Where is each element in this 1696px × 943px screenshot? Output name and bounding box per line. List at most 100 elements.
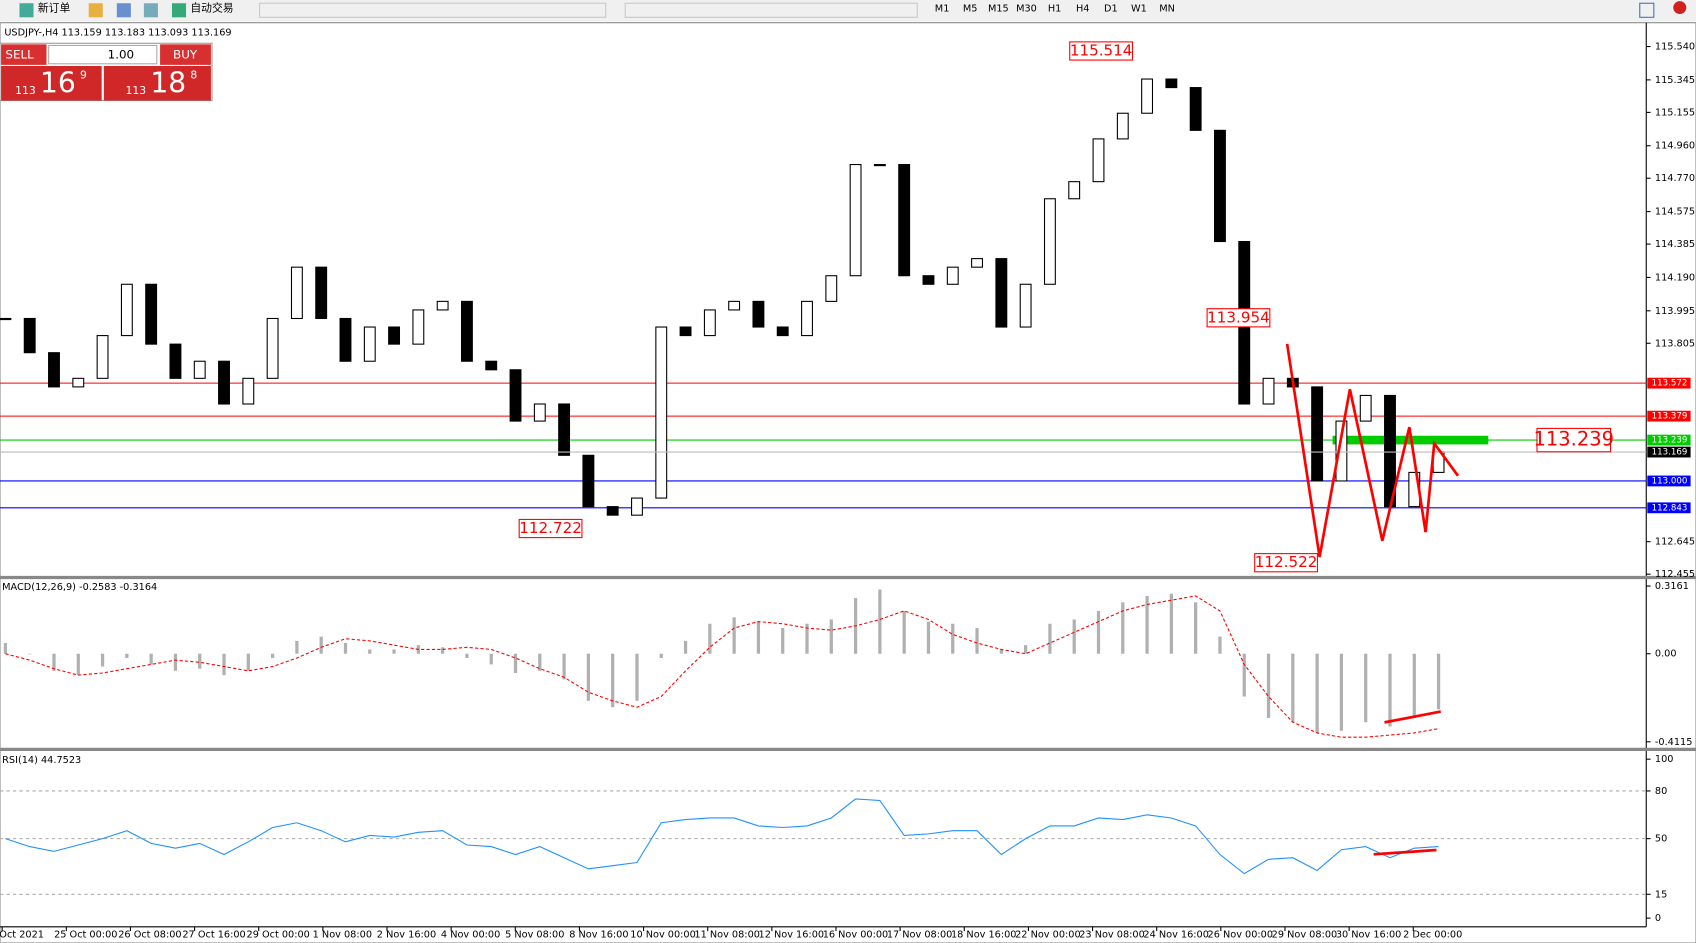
macd-bar (1388, 653, 1392, 727)
sell-button[interactable] (1, 44, 47, 65)
macd-bar (1072, 619, 1076, 654)
price-annotation-box (1069, 41, 1134, 61)
y-tick-label: 0.00 (1655, 649, 1677, 660)
macd-bar (100, 653, 105, 667)
x-tick-label: 12 Nov 16:00 (759, 929, 825, 940)
candle (1141, 78, 1154, 114)
macd-bar (1121, 602, 1125, 654)
bid-tile[interactable] (1, 65, 102, 101)
last-price-label: 113.169 (1652, 448, 1688, 458)
price-annotation-box (1536, 427, 1612, 453)
macd-bar (28, 653, 32, 655)
candle (703, 309, 716, 337)
timeframe-button[interactable]: H1 (1048, 4, 1062, 15)
notification-icon[interactable] (1673, 1, 1687, 15)
zigzag-arrow (1285, 343, 1460, 558)
macd-divergence-arrow (1384, 710, 1441, 724)
candle (485, 360, 498, 371)
price-level-tag (1647, 377, 1691, 389)
macd-bar (732, 617, 736, 654)
candle (873, 164, 886, 167)
candle (801, 300, 813, 337)
x-tick-label: 10 Nov 00:00 (630, 929, 696, 940)
x-tick-label: 5 Nov 08:00 (505, 929, 564, 940)
timeframe-button[interactable]: W1 (1131, 4, 1147, 15)
y-tick-label: 114.190 (1655, 272, 1695, 283)
macd-bar (125, 653, 129, 658)
timeframes: M1 M5 M15 M30 H1 H4 D1 W1 MN (935, 4, 1175, 15)
buy-label[interactable]: BUY (173, 48, 198, 62)
y-tick-label: 50 (1655, 834, 1667, 845)
price-level-label: 113.000 (1652, 476, 1688, 486)
auto-trading-button[interactable]: 自动交易 (190, 1, 233, 15)
candle (655, 326, 668, 499)
tool-icon[interactable] (143, 3, 158, 18)
candle (1359, 394, 1372, 422)
candle (776, 326, 789, 337)
macd-bar (1339, 653, 1344, 731)
macd-bar (562, 653, 566, 680)
price-level-label: 113.379 (1652, 412, 1688, 422)
lots-value[interactable]: 1.00 (108, 48, 134, 62)
buy-button[interactable] (160, 44, 211, 65)
macd-bar (465, 653, 469, 658)
timeframe-button[interactable]: H4 (1076, 4, 1090, 15)
macd-bar (1315, 653, 1319, 733)
new-order-icon[interactable] (19, 3, 34, 18)
macd-bar (902, 610, 906, 654)
macd-bar (1194, 602, 1198, 654)
auto-trading-icon[interactable] (171, 3, 187, 18)
macd-bar (1412, 653, 1416, 718)
timeframe-button[interactable]: M5 (963, 4, 978, 15)
toolbar (0, 0, 1696, 22)
bid-sup: 9 (80, 69, 87, 82)
timeframe-button[interactable]: M1 (935, 4, 950, 15)
x-tick-label: Oct 2021 (0, 929, 44, 940)
timeframe-button[interactable]: MN (1159, 4, 1175, 15)
ask-tile[interactable] (103, 65, 211, 101)
candle (460, 300, 473, 362)
chart-tools[interactable] (259, 2, 607, 18)
x-tick-label: 26 Oct 08:00 (118, 929, 181, 940)
x-tick-label: 30 Nov 16:00 (1336, 929, 1402, 940)
macd-bar (270, 653, 275, 658)
macd-bar (222, 653, 226, 676)
macd-bar (392, 649, 396, 654)
x-tick-label: 11 Nov 08:00 (694, 929, 760, 940)
sell-label[interactable]: SELL (5, 48, 34, 62)
tool-icon[interactable] (116, 3, 131, 18)
timeframe-button[interactable]: M30 (1016, 4, 1037, 15)
macd-bar (1218, 636, 1222, 654)
y-tick-label: 100 (1655, 754, 1674, 765)
search-icon[interactable] (1639, 2, 1655, 18)
price-level-tag (1647, 475, 1691, 487)
candle (72, 377, 85, 388)
drawing-tools[interactable] (624, 2, 918, 18)
plot: 115.540 115.345 115.155 114.960 114.770 114.5… (0, 41, 1695, 940)
order-panel: SELL 1.00 BUY 113 16 9 113 18 8 (0, 42, 213, 102)
macd-bar (368, 649, 372, 654)
tool-icon[interactable] (88, 3, 103, 18)
price-annotation-box (1206, 308, 1271, 328)
price-annotation: 112.722 (519, 519, 582, 537)
candle (23, 317, 36, 354)
timeframe-button[interactable]: D1 (1104, 4, 1118, 15)
hand-drawn-arrows (1285, 343, 1460, 856)
macd-bar (805, 623, 809, 654)
lots-field[interactable] (48, 44, 158, 65)
y-tick-label: 112.455 (1655, 569, 1695, 580)
new-order-button[interactable]: 新订单 (38, 1, 71, 15)
x-tick-label: 29 Oct 00:00 (247, 929, 310, 940)
macd-bar (441, 647, 445, 654)
macd-signal (5, 595, 1439, 738)
macd-bar (1242, 653, 1246, 697)
y-tick-label: 114.575 (1655, 207, 1695, 218)
price-level-label: 113.572 (1652, 379, 1688, 389)
bid-main: 16 (40, 66, 76, 99)
timeframe-button[interactable]: M15 (988, 4, 1009, 15)
candle (1043, 198, 1056, 285)
candle (1092, 138, 1105, 183)
x-tick-label: 27 Oct 16:00 (182, 929, 245, 940)
